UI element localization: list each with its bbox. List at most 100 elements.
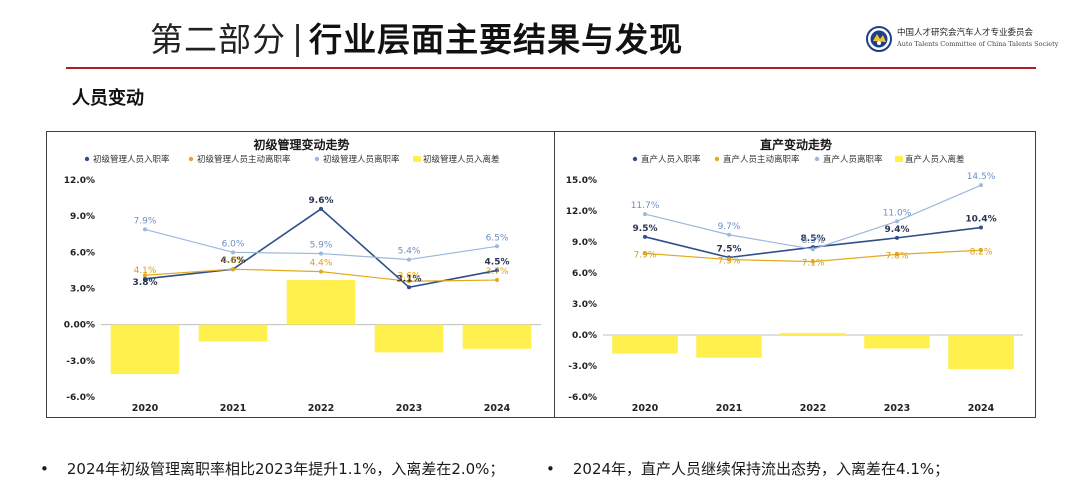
chart-title: 初级管理变动走势 <box>253 137 349 152</box>
bar-2024 <box>948 335 1014 370</box>
y-tick-label: 3.0% <box>70 285 95 295</box>
x-tick-label: 2024 <box>968 403 995 414</box>
legend-marker <box>84 156 90 162</box>
data-label: 10.4% <box>965 215 996 225</box>
data-label: 4.5% <box>485 257 510 267</box>
data-label: 14.5% <box>967 172 996 182</box>
legend-marker <box>188 156 194 162</box>
series-point <box>143 276 147 281</box>
bullet-text-1: 2024年初级管理离职率相比2023年提升1.1%，入离差在2.0%； <box>66 460 505 478</box>
series-point <box>143 227 147 232</box>
data-label: 7.9% <box>134 216 157 226</box>
data-label: 7.9% <box>634 250 657 260</box>
data-label: 5.4% <box>398 247 421 257</box>
series-point <box>319 269 323 274</box>
y-tick-label: -3.0% <box>568 362 597 372</box>
y-tick-label: 12.0% <box>64 176 95 186</box>
bullet-text-2: 2024年，直产人员继续保持流出态势，入离差在4.1%； <box>572 460 950 478</box>
data-label: 3.6% <box>398 271 421 281</box>
bullet-item-1: • 2024年初级管理离职率相比2023年提升1.1%，入离差在2.0%； <box>40 458 504 479</box>
data-label: 3.8% <box>133 278 158 288</box>
x-tick-label: 2020 <box>632 403 659 414</box>
logo-en-text: Auto Talents Committee of China Talents … <box>897 40 1059 48</box>
data-label: 5.9% <box>310 241 333 251</box>
title-part: 第二部分 <box>150 20 286 59</box>
y-tick-label: 6.0% <box>572 269 597 279</box>
series-point <box>231 250 235 255</box>
data-label: 9.4% <box>885 225 910 235</box>
data-label: 7.3% <box>718 257 741 267</box>
section-title: 人员变动 <box>72 88 144 109</box>
bar-2021 <box>198 324 268 342</box>
y-tick-label: 15.0% <box>566 176 597 186</box>
chart-direct-production: 直产变动走势 直产人员入职率 直产人员主动离职率 直产人员离职率 直产人员入离差 15.0… <box>554 131 1036 418</box>
chart-title: 直产变动走势 <box>760 137 832 152</box>
y-tick-label: -6.0% <box>66 393 95 403</box>
series-point <box>407 257 411 262</box>
x-tick-label: 2020 <box>132 403 159 414</box>
data-label: 9.6% <box>309 196 334 206</box>
x-tick-label: 2021 <box>716 403 742 414</box>
legend-marker <box>314 156 320 162</box>
data-label: 3.1% <box>397 274 422 284</box>
series-point <box>407 285 411 290</box>
data-label: 8.3% <box>802 236 825 246</box>
title-main: 行业层面主要结果与发现 <box>309 20 684 59</box>
y-tick-label: 12.0% <box>566 207 597 217</box>
data-label: 4.4% <box>310 259 333 269</box>
committee-logo-icon <box>866 26 892 52</box>
data-label: 4.6% <box>222 256 245 266</box>
series-point <box>895 235 899 240</box>
series-point <box>407 279 411 284</box>
y-tick-label: 3.0% <box>572 300 597 310</box>
x-tick-label: 2022 <box>308 403 334 414</box>
series-point <box>811 247 815 252</box>
series-point <box>495 278 499 283</box>
legend-label: 初级管理人员主动离职率 <box>197 154 291 165</box>
committee-logo: 中国人才研究会汽车人才专业委员会 Auto Talents Committee … <box>866 26 1058 52</box>
y-tick-label: -6.0% <box>568 393 597 403</box>
legend-label: 直产人员主动离职率 <box>723 154 800 165</box>
series-point <box>231 267 235 272</box>
data-label: 6.5% <box>486 233 509 243</box>
legend-marker <box>895 156 903 162</box>
bullet-item-2: • 2024年，直产人员继续保持流出态势，入离差在4.1%； <box>546 458 949 479</box>
data-label: 6.0% <box>222 239 245 249</box>
title-separator: | <box>292 17 304 57</box>
legend-label: 直产人员入离差 <box>905 154 965 165</box>
series-point <box>143 273 147 278</box>
series-point <box>979 248 983 253</box>
legend-marker <box>413 156 421 162</box>
x-tick-label: 2021 <box>220 403 246 414</box>
legend-label: 初级管理人员入职率 <box>93 154 170 165</box>
series-point <box>319 206 323 211</box>
chart-junior-management: 初级管理变动走势 初级管理人员入职率 初级管理人员主动离职率 初级管理人员离职率 初级管… <box>46 131 555 418</box>
data-label: 8.2% <box>970 247 993 257</box>
legend-marker <box>632 156 638 162</box>
data-label: 7.8% <box>886 251 909 261</box>
bar-2021 <box>696 335 762 358</box>
bar-2020 <box>110 324 180 375</box>
data-label: 8.5% <box>801 234 826 244</box>
x-tick-label: 2023 <box>884 403 910 414</box>
y-tick-label: 0.00% <box>64 321 95 331</box>
bullet-marker: • <box>40 460 49 478</box>
series-point <box>811 259 815 264</box>
bullet-marker: • <box>546 460 555 478</box>
y-tick-label: 6.0% <box>70 248 95 258</box>
series-point <box>495 244 499 249</box>
legend-label: 直产人员入职率 <box>641 154 701 165</box>
series-point <box>643 234 647 239</box>
y-tick-label: 9.0% <box>70 212 95 222</box>
series-point <box>979 183 983 188</box>
logo-cn-text: 中国人才研究会汽车人才专业委员会 <box>897 28 1034 38</box>
bar-2023 <box>864 335 930 349</box>
series-point <box>319 251 323 256</box>
series-point <box>895 252 899 257</box>
header-divider <box>66 67 1036 69</box>
page-title: 第二部分 | 行业层面主要结果与发现 <box>150 14 683 60</box>
series-point <box>643 251 647 256</box>
y-tick-label: -3.0% <box>66 357 95 367</box>
